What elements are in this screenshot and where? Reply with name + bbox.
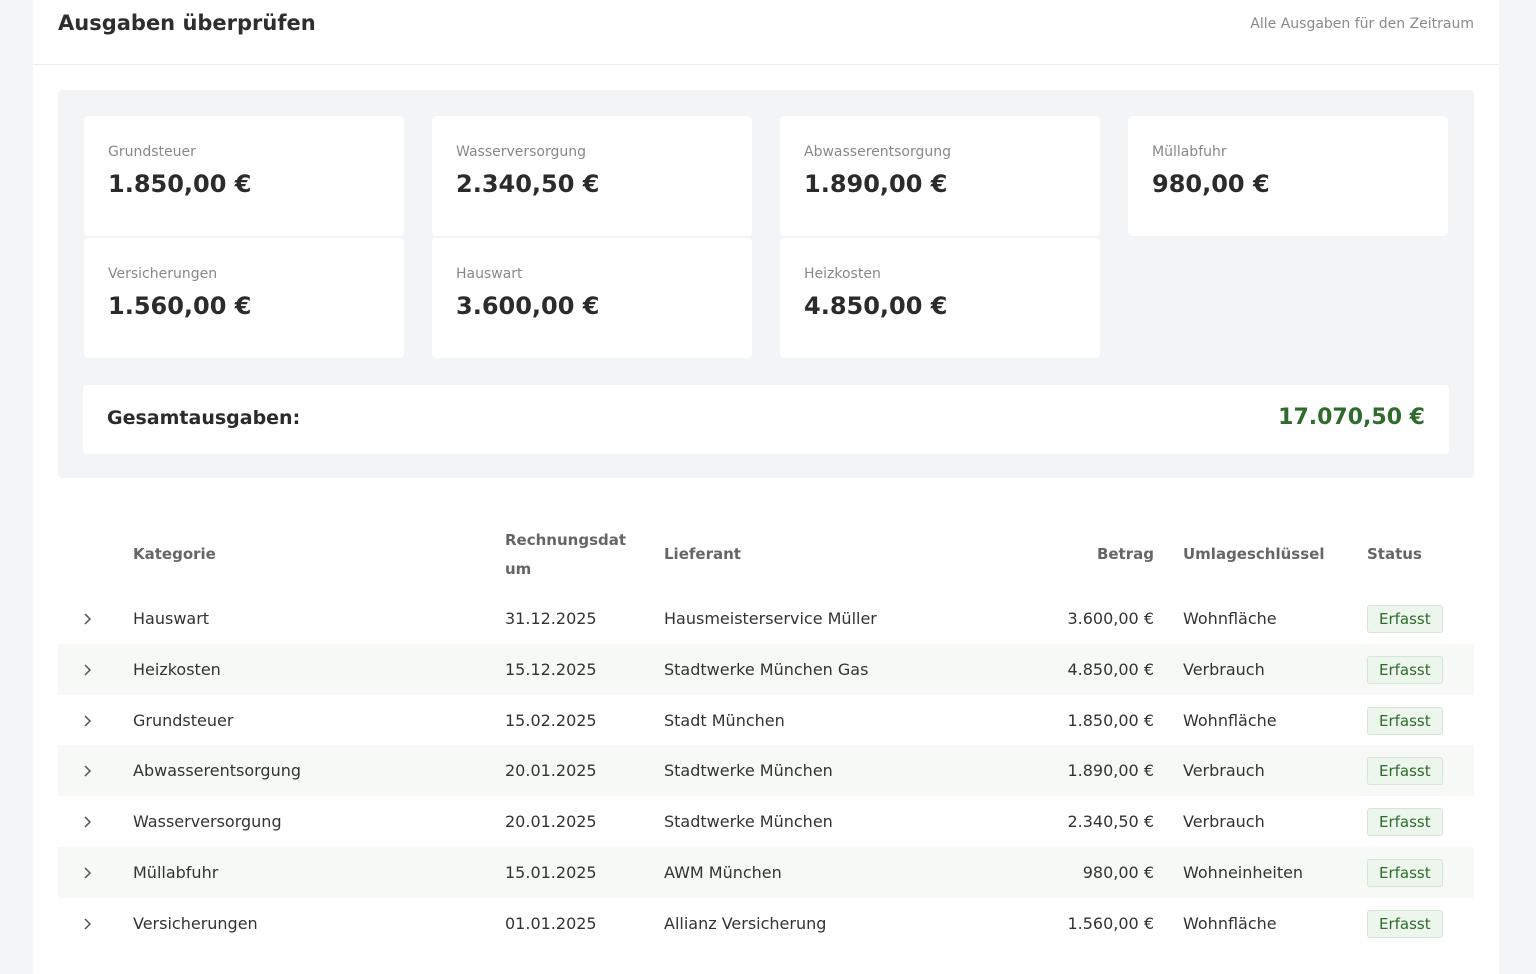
total-card: Gesamtausgaben: 17.070,50 € [83,385,1449,454]
card-label: Müllabfuhr [1152,144,1227,160]
expand-toggle[interactable] [82,763,94,782]
card-value: 980,00 € [1152,170,1270,198]
summary-card: Grundsteuer 1.850,00 € [84,116,404,236]
table-cell: Stadt München [664,710,785,730]
summary-card: Abwasserentsorgung 1.890,00 € [780,116,1100,236]
card-label: Heizkosten [804,266,881,282]
card-value: 2.340,50 € [456,170,600,198]
column-header: Kategorie [133,545,216,563]
card-value: 4.850,00 € [804,292,948,320]
table-cell: Heizkosten [133,659,221,679]
table-cell: Versicherungen [133,913,258,933]
column-header: Betrag [1096,545,1154,563]
expand-toggle[interactable] [82,713,94,732]
table-cell: Wohnfläche [1183,913,1277,933]
table-row: Heizkosten 15.12.2025 Stadtwerke München G… [58,643,1474,695]
header: Ausgaben überprüfen Alle Ausgaben für de… [33,0,1499,65]
table-cell: 31.12.2025 [505,609,597,628]
subtitle: Alle Ausgaben für den Zeitraum [1250,16,1474,32]
table-cell: 15.01.2025 [505,863,597,882]
card-value: 1.850,00 € [108,170,252,198]
table-cell: Grundsteuer [133,710,234,730]
status-badge: Erfasst [1367,655,1443,684]
expand-toggle[interactable] [82,611,94,630]
table-cell: Wohnfläche [1183,710,1277,730]
table-cell: 1.560,00 € [1067,913,1154,933]
table-cell: 15.12.2025 [505,659,597,679]
summary-panel: Gesamtausgaben: 17.070,50 € Grundsteuer 1… [58,90,1474,478]
summary-card: Wasserversorgung 2.340,50 € [432,116,752,236]
card-label: Hauswart [456,266,523,282]
table-cell: 980,00 € [1082,863,1154,882]
table-cell: AWM München [664,863,782,882]
expand-toggle[interactable] [82,662,94,681]
table-cell: Wohneinheiten [1183,863,1304,882]
table-cell: Hausmeisterservice Müller [664,609,877,628]
card-value: 1.890,00 € [804,170,948,198]
table-cell: 01.01.2025 [505,913,597,933]
summary-card: Versicherungen 1.560,00 € [84,238,404,358]
status-badge: Erfasst [1367,859,1443,887]
column-header: Lieferant [664,545,741,563]
column-header: Status [1367,545,1422,563]
card-label: Abwasserentsorgung [804,144,952,160]
total-value: 17.070,50 € [1278,405,1425,430]
table-row: Müllabfuhr 15.01.2025 AWM München 980,00 € W… [58,847,1474,898]
total-label: Gesamtausgaben: [107,407,301,429]
column-header: Umlageschlüssel [1183,545,1325,563]
table-header: Kategorie Rechnungsdatum Lieferant Betrag Um… [58,525,1474,585]
card-value: 1.560,00 € [108,292,252,320]
table-cell: 4.850,00 € [1067,659,1154,679]
status-badge: Erfasst [1367,808,1443,837]
table-cell: 1.890,00 € [1067,761,1154,781]
status-badge: Erfasst [1367,605,1443,633]
column-header: Rechnungsdatum [505,531,627,578]
expand-toggle[interactable] [82,814,94,833]
table-cell: 2.340,50 € [1067,812,1154,832]
table-cell: 20.01.2025 [505,812,597,832]
expand-toggle[interactable] [82,916,94,935]
table-cell: Hauswart [133,609,210,628]
main-card: Ausgaben überprüfen Alle Ausgaben für de… [33,0,1499,974]
card-value: 3.600,00 € [456,292,600,320]
table-cell: Allianz Versicherung [664,913,827,933]
table-cell: Abwasserentsorgung [133,761,302,781]
status-badge: Erfasst [1367,909,1443,938]
table-cell: Wasserversorgung [133,812,282,832]
status-badge: Erfasst [1367,757,1443,786]
summary-card: Heizkosten 4.850,00 € [780,238,1100,358]
status-badge: Erfasst [1367,706,1443,735]
table-cell: Stadtwerke München [664,761,833,781]
card-label: Versicherungen [108,266,218,282]
table-cell: 3.600,00 € [1067,609,1154,628]
table-cell: 15.02.2025 [505,710,597,730]
table-cell: Stadtwerke München Gas [664,659,869,679]
expand-toggle[interactable] [82,865,94,884]
table-row: Hauswart 31.12.2025 Hausmeisterservice Mül… [58,593,1474,644]
table-cell: Verbrauch [1183,812,1265,832]
card-label: Grundsteuer [108,144,196,160]
table-row: Grundsteuer 15.02.2025 Stadt München 1.850,… [58,695,1474,746]
summary-card: Hauswart 3.600,00 € [432,238,752,358]
table-cell: Wohnfläche [1183,609,1277,628]
table-cell: 20.01.2025 [505,761,597,781]
title: Ausgaben überprüfen [58,11,316,35]
card-label: Wasserversorgung [456,144,587,160]
table-cell: Stadtwerke München [664,812,833,832]
table-cell: Verbrauch [1183,761,1265,781]
table-cell: 1.850,00 € [1067,710,1154,730]
table-cell: Verbrauch [1183,659,1265,679]
table-cell: Müllabfuhr [133,863,219,882]
table-row: Versicherungen 01.01.2025 Allianz Versiche… [58,898,1474,949]
table-row: Abwasserentsorgung 20.01.2025 Stadtwerke M… [58,745,1474,797]
table-row: Wasserversorgung 20.01.2025 Stadtwerke Mün… [58,796,1474,847]
summary-card: Müllabfuhr 980,00 € [1128,116,1448,236]
